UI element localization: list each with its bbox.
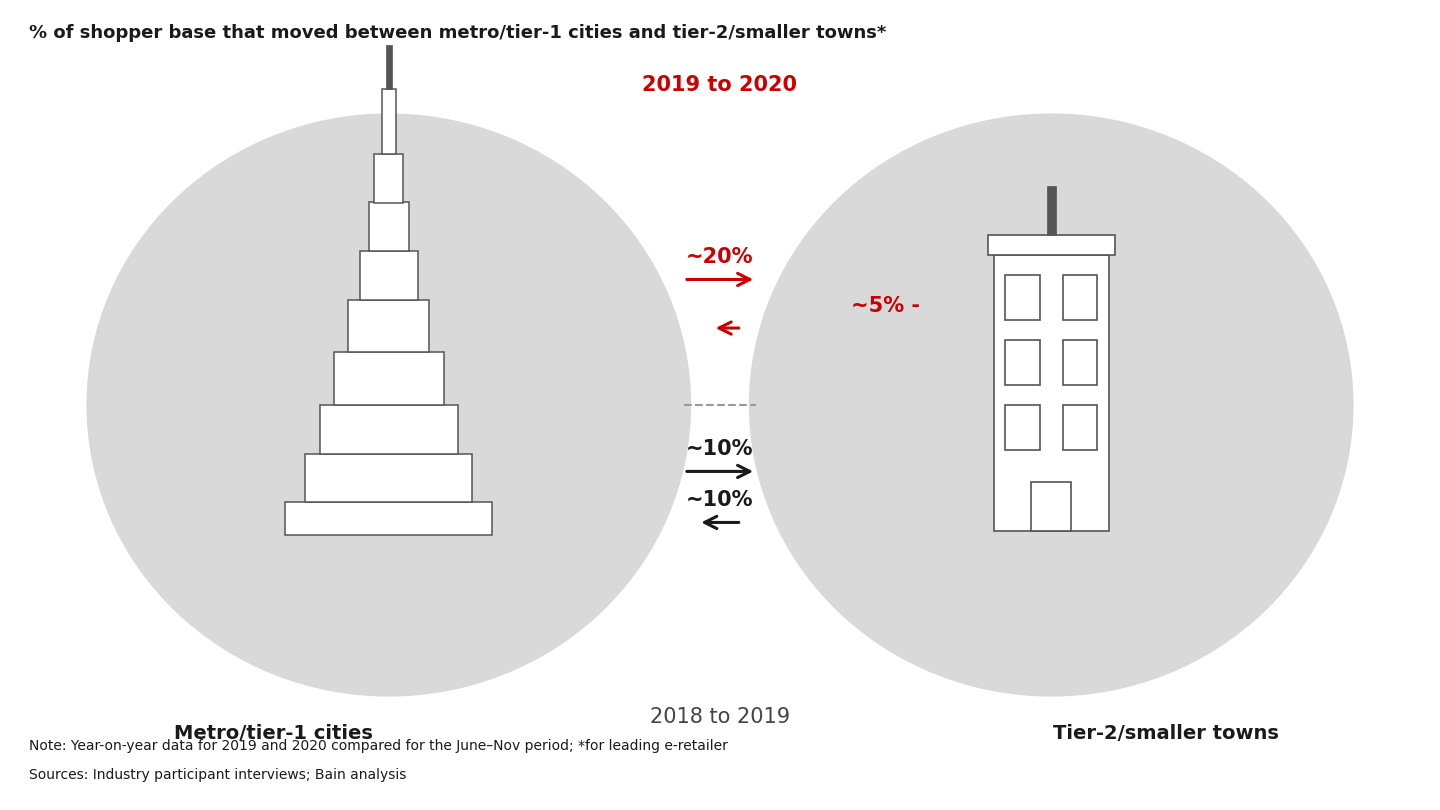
Bar <box>360 251 418 300</box>
Ellipse shape <box>749 113 1354 697</box>
Text: ~20%: ~20% <box>687 247 753 267</box>
Text: 2018 to 2019: 2018 to 2019 <box>649 707 791 727</box>
Bar <box>1031 482 1071 531</box>
Bar <box>348 300 429 352</box>
Bar <box>1005 275 1040 320</box>
Bar <box>1005 405 1040 450</box>
Bar <box>320 405 458 454</box>
Bar <box>334 352 444 405</box>
Bar <box>369 202 409 251</box>
Bar <box>382 89 396 154</box>
Bar <box>1005 340 1040 385</box>
Bar <box>994 255 1109 531</box>
Bar <box>988 235 1115 255</box>
Ellipse shape <box>86 113 691 697</box>
Bar <box>1063 275 1097 320</box>
Bar <box>386 45 392 89</box>
Bar <box>1047 186 1056 235</box>
Bar <box>305 454 472 502</box>
Text: Sources: Industry participant interviews; Bain analysis: Sources: Industry participant interviews… <box>29 768 406 782</box>
Bar <box>374 154 403 202</box>
Text: ~5% -: ~5% - <box>851 296 920 316</box>
Bar <box>285 502 492 535</box>
Text: 2019 to 2020: 2019 to 2020 <box>642 75 798 95</box>
Text: ~10%: ~10% <box>687 439 753 459</box>
Bar <box>1063 405 1097 450</box>
Text: ~10%: ~10% <box>687 490 753 510</box>
Text: Metro/tier-1 cities: Metro/tier-1 cities <box>174 723 373 743</box>
Text: % of shopper base that moved between metro/tier-1 cities and tier-2/smaller town: % of shopper base that moved between met… <box>29 24 886 42</box>
Text: Note: Year-on-year data for 2019 and 2020 compared for the June–Nov period; *for: Note: Year-on-year data for 2019 and 202… <box>29 740 727 753</box>
Text: Tier-2/smaller towns: Tier-2/smaller towns <box>1054 723 1279 743</box>
Bar <box>1063 340 1097 385</box>
